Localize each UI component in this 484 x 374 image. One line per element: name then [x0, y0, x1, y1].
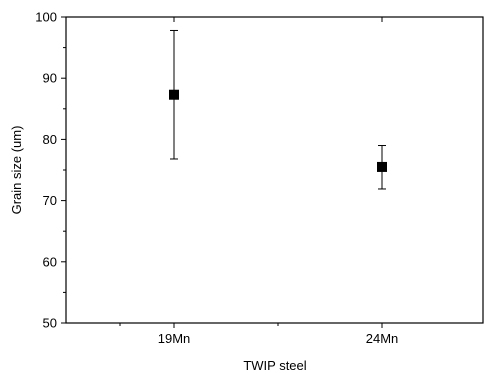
- y-tick-label: 80: [43, 132, 57, 147]
- x-tick-label: 19Mn: [158, 331, 191, 346]
- axes-frame: [65, 16, 484, 324]
- plot-frame: [65, 16, 484, 324]
- data-point: [377, 161, 387, 172]
- y-tick-label: 90: [43, 71, 57, 86]
- x-ticks: 19Mn 24Mn: [119, 17, 399, 346]
- data-point: [169, 89, 179, 100]
- y-tick-label: 50: [43, 316, 57, 331]
- y-ticks: 50 60 70 80 90 100: [35, 10, 66, 331]
- data-marks: [169, 29, 387, 190]
- y-tick-label: 60: [43, 254, 57, 269]
- y-tick-label: 70: [43, 193, 57, 208]
- x-tick-label: 24Mn: [366, 331, 399, 346]
- x-axis-title: TWIP steel: [243, 358, 306, 373]
- y-axis-title: Grain size (um): [9, 126, 24, 215]
- y-tick-label: 100: [35, 10, 57, 25]
